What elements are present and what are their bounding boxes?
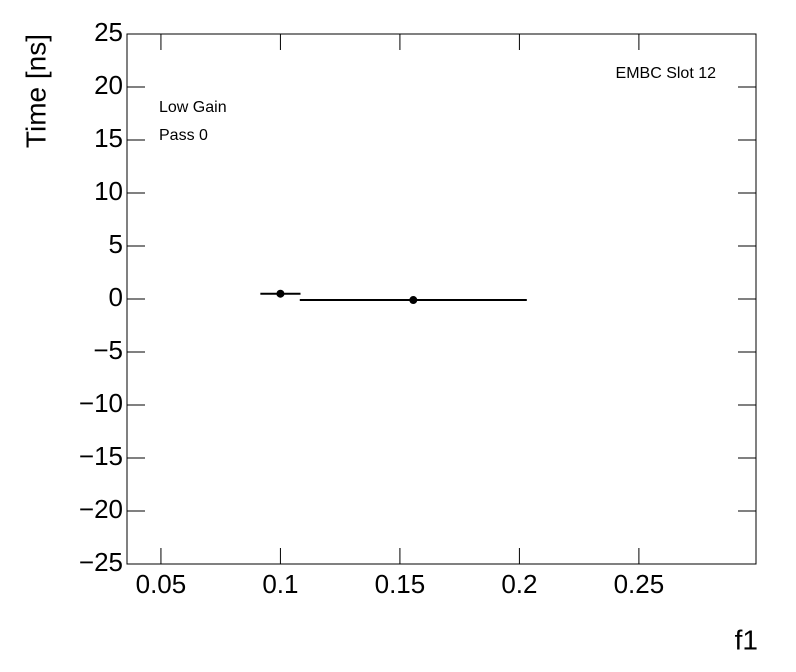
x-tick-label: 0.2	[501, 569, 537, 599]
y-tick-label: 5	[109, 229, 123, 259]
y-tick-label: 25	[94, 17, 123, 47]
x-tick-label: 0.25	[614, 569, 665, 599]
x-tick-label: 0.1	[262, 569, 298, 599]
annotation: Low Gain	[159, 99, 227, 116]
data-point	[409, 296, 418, 305]
data-point	[276, 289, 285, 298]
annotation: EMBC Slot 12	[616, 65, 717, 82]
y-tick-label: 15	[94, 123, 123, 153]
y-tick-label: 0	[109, 282, 123, 312]
x-tick-label: 0.05	[136, 569, 187, 599]
x-tick-label: 0.15	[375, 569, 426, 599]
annotation: Pass 0	[159, 127, 208, 144]
y-tick-label: 20	[94, 70, 123, 100]
y-tick-label: −10	[79, 388, 123, 418]
y-tick-label: −20	[79, 494, 123, 524]
y-tick-label: 10	[94, 176, 123, 206]
y-axis-label: Time [ns]	[20, 34, 51, 148]
y-tick-label: −5	[93, 335, 123, 365]
y-tick-label: −25	[79, 547, 123, 577]
y-tick-label: −15	[79, 441, 123, 471]
x-axis-label: f1	[735, 624, 758, 655]
